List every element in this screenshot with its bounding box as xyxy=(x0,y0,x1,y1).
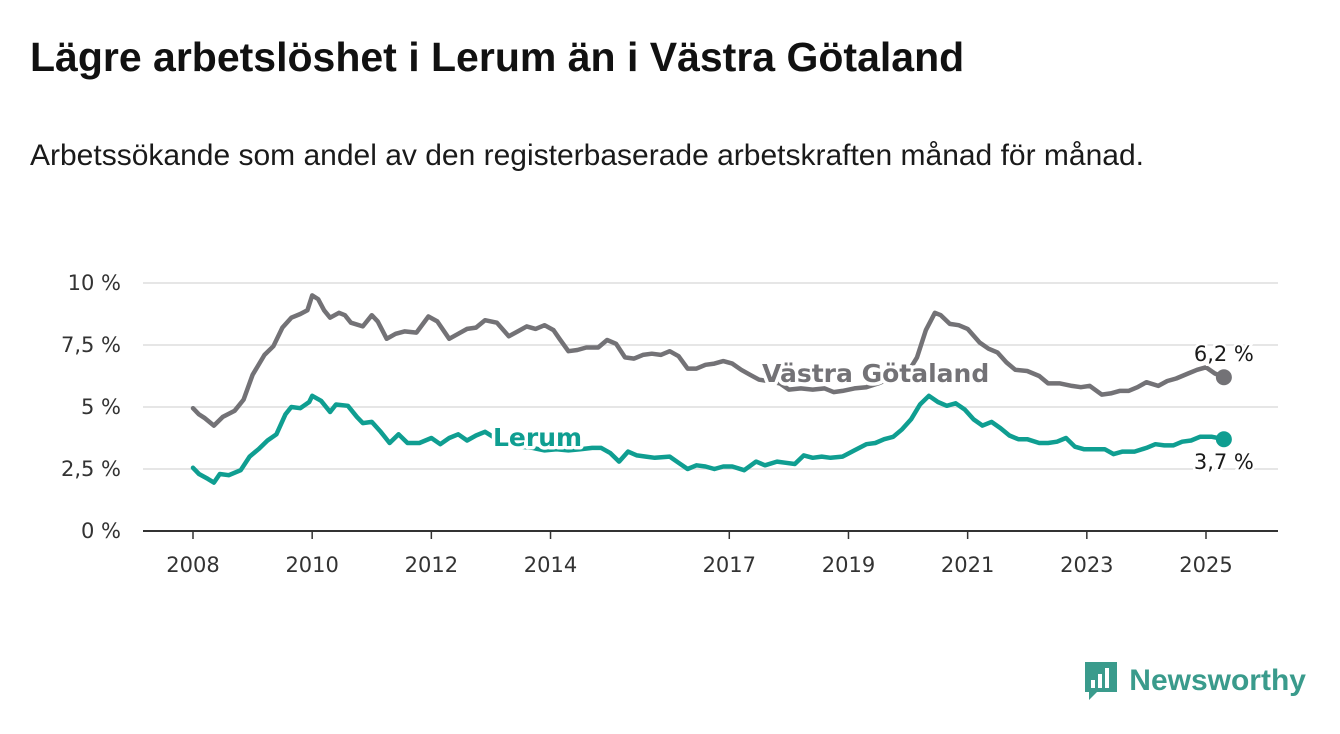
x-tick-label: 2008 xyxy=(166,553,219,577)
x-tick-label: 2014 xyxy=(524,553,577,577)
series-label: Lerum xyxy=(493,423,582,452)
x-tick-label: 2017 xyxy=(703,553,756,577)
series-line xyxy=(190,393,1227,485)
x-tick-label: 2010 xyxy=(285,553,338,577)
series-end-marker xyxy=(1215,369,1232,386)
y-tick-label: 7,5 % xyxy=(61,333,121,357)
y-tick-label: 0 % xyxy=(81,519,121,543)
series-label: Västra Götaland xyxy=(762,359,989,388)
x-tick-label: 2023 xyxy=(1060,553,1113,577)
y-tick-label: 5 % xyxy=(81,395,121,419)
x-tick-label: 2019 xyxy=(822,553,875,577)
series-end-label: 6,2 % xyxy=(1194,342,1254,366)
chart-title: Lägre arbetslöshet i Lerum än i Västra G… xyxy=(30,34,965,80)
axes: 0 % 2,5 % 5 % 7,5 % 10 % 2008 2010 2012 2014 2017… xyxy=(61,271,1278,577)
y-tick-label: 10 % xyxy=(68,271,121,295)
x-tick-label: 2012 xyxy=(405,553,458,577)
newsworthy-icon xyxy=(1085,662,1118,700)
chart-subtitle: Arbetssökande som andel av den registerb… xyxy=(30,139,1144,172)
series-end-marker xyxy=(1215,431,1232,448)
brand-name: Newsworthy xyxy=(1129,664,1306,697)
series-end-label: 3,7 % xyxy=(1194,450,1254,474)
y-tick-label: 2,5 % xyxy=(61,457,121,481)
x-tick-label: 2021 xyxy=(941,553,994,577)
series-labels: Västra Götaland 6,2 % Lerum 3,7 % xyxy=(490,340,1257,477)
newsworthy-logo: Newsworthy xyxy=(1083,660,1306,702)
series-lines xyxy=(190,293,1232,485)
gridlines xyxy=(143,282,1278,470)
series-line xyxy=(190,293,1227,428)
x-tick-label: 2025 xyxy=(1179,553,1232,577)
